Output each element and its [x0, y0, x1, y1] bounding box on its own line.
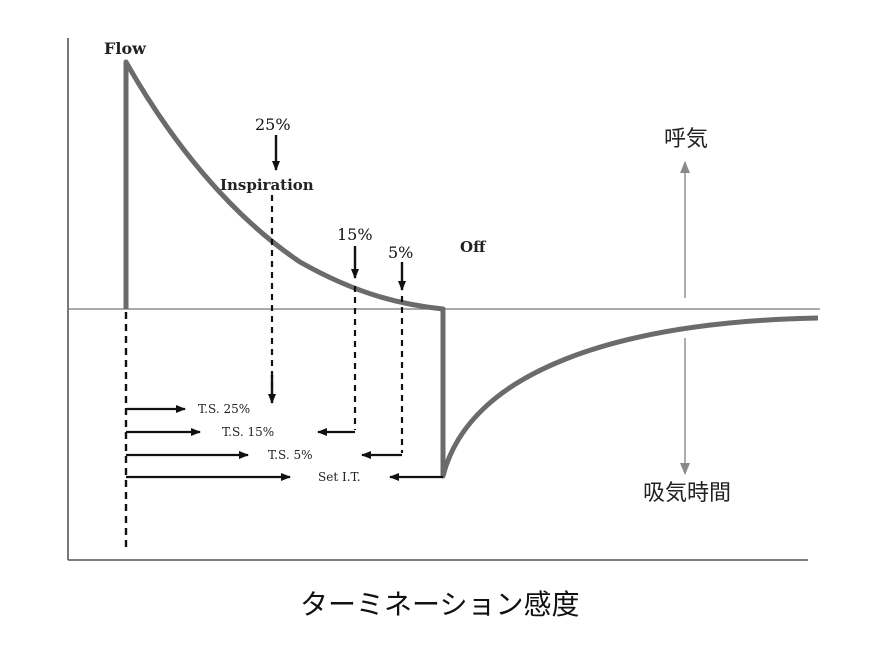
ts25-label: T.S. 25%: [198, 402, 250, 416]
insp-time-label: 吸気時間: [643, 481, 731, 506]
inspiration-label: Inspiration: [220, 176, 314, 194]
flow-label: Flow: [104, 39, 147, 58]
set-it-label: Set I.T.: [318, 470, 361, 484]
off-label: Off: [460, 238, 487, 256]
pct-5-label: 5%: [388, 243, 413, 262]
expiration-label: 呼気: [664, 127, 708, 152]
ts15-label: T.S. 15%: [222, 425, 274, 439]
pct-15-label: 15%: [337, 225, 373, 244]
ts5-label: T.S. 5%: [268, 448, 313, 462]
caption: ターミネーション感度: [300, 588, 579, 621]
pct-25-label: 25%: [255, 115, 291, 134]
flow-curve: [123, 59, 819, 479]
